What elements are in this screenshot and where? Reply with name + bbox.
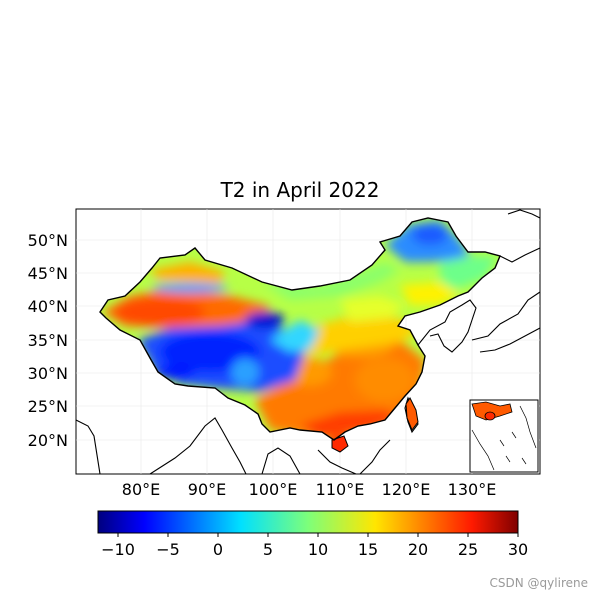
map-title: T2 in April 2022 <box>220 178 380 202</box>
hainan <box>331 435 349 453</box>
lon-tick-label: 100°E <box>249 480 298 499</box>
lon-tick-label: 120°E <box>382 480 431 499</box>
lat-tick-label: 20°N <box>28 431 68 450</box>
lon-tick-label: 110°E <box>316 480 365 499</box>
south-china-sea-inset <box>469 399 539 473</box>
colorbar-tick-label: 20 <box>408 540 428 559</box>
lon-tick-label: 90°E <box>188 480 226 499</box>
lat-tick-label: 25°N <box>28 397 68 416</box>
lat-tick-label: 35°N <box>28 331 68 350</box>
lon-axis: 80°E 90°E 100°E 110°E 120°E 130°E <box>122 480 497 499</box>
lat-axis: 50°N 45°N 40°N 35°N 30°N 25°N 20°N <box>28 231 68 450</box>
lat-tick-label: 30°N <box>28 364 68 383</box>
colorbar-tick-label: 30 <box>508 540 528 559</box>
colorbar-gradient <box>97 510 519 534</box>
taiwan <box>405 397 419 431</box>
colorbar-tick-label: 10 <box>308 540 328 559</box>
colorbar-tick-label: −5 <box>156 540 180 559</box>
lat-tick-label: 50°N <box>28 231 68 250</box>
colorbar-tick-label: 0 <box>213 540 223 559</box>
colorbar: −10 −5 0 5 10 15 20 25 30 <box>97 510 528 559</box>
lon-tick-label: 130°E <box>448 480 497 499</box>
lat-tick-label: 45°N <box>28 264 68 283</box>
watermark: CSDN @qylirene <box>489 576 588 590</box>
colorbar-ticks: −10 −5 0 5 10 15 20 25 30 <box>101 533 528 559</box>
colorbar-tick-label: 25 <box>458 540 478 559</box>
colorbar-tick-label: −10 <box>101 540 135 559</box>
lon-tick-label: 80°E <box>122 480 160 499</box>
lat-tick-label: 40°N <box>28 297 68 316</box>
colorbar-tick-label: 15 <box>358 540 378 559</box>
colorbar-tick-label: 5 <box>263 540 273 559</box>
